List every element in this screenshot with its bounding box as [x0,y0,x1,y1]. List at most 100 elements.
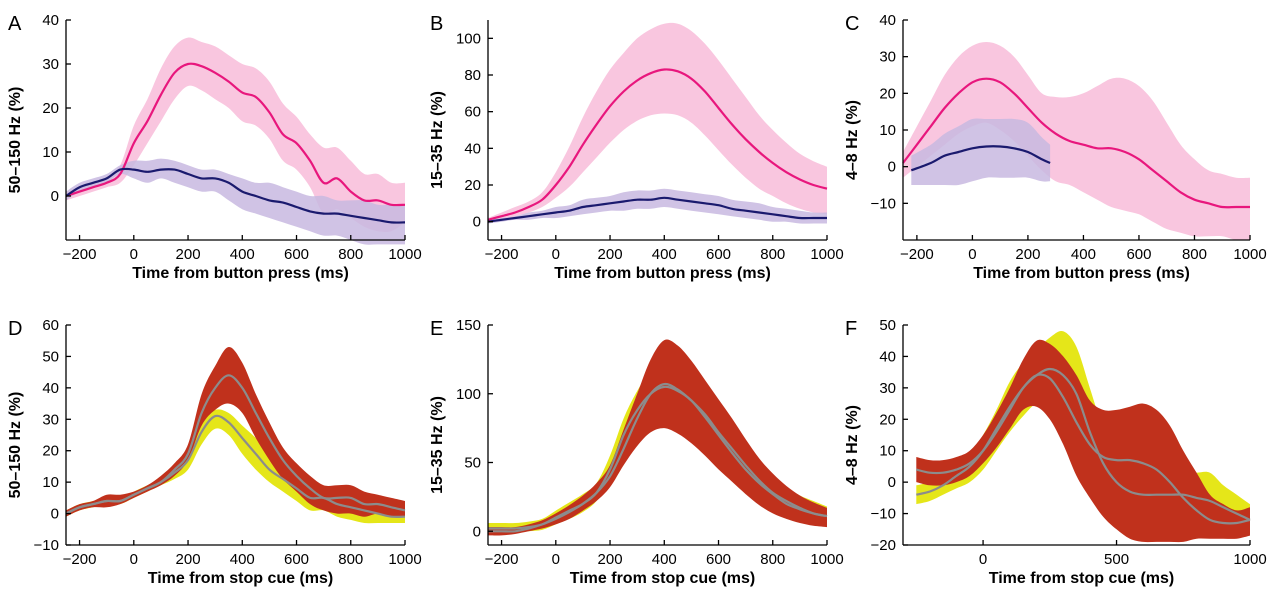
y-axis-label: 4–8 Hz (%) [844,405,861,485]
x-tick-label: 800 [338,246,363,263]
x-tick-label: 200 [598,551,623,568]
line-e-1 [488,382,828,533]
panel-letter: C [845,13,859,35]
x-tick-label: 600 [284,246,309,263]
x-tick-label: 0 [130,551,138,568]
x-tick-label: 200 [176,551,201,568]
panel-letter: F [845,318,857,340]
x-axis-label: Time from button press (ms) [132,265,349,282]
y-tick-label: 40 [879,12,896,29]
y-tick-label: 50 [42,348,59,365]
band-e-1 [488,339,827,536]
x-tick-label: −200 [900,246,934,263]
y-tick-label: 40 [42,12,59,29]
band-a-0 [66,37,405,233]
y-tick-label: 0 [888,159,896,176]
x-tick-label: 400 [230,551,255,568]
x-tick-label: 0 [130,246,138,263]
panel-a: −200 0 200 400 600 800 1000 0 10 20 30 40 Time from … [7,12,422,282]
line-f-1 [916,373,1251,525]
y-axis-label: 4–8 Hz (%) [844,100,861,180]
x-tick-label: 0 [552,551,560,568]
line-c-1 [910,145,1051,172]
y-tick-label: 20 [879,411,896,428]
line-a-0 [65,62,406,207]
panel-letter: A [8,13,22,35]
x-tick-label: 400 [652,246,677,263]
y-tick-label: 50 [879,317,896,334]
y-tick-label: −20 [871,537,896,554]
x-tick-label: 1000 [388,551,421,568]
x-tick-label: 800 [760,551,785,568]
y-tick-label: 20 [879,85,896,102]
y-axis-label: 50–150 Hz (%) [7,87,24,194]
y-tick-label: 20 [42,443,59,460]
x-axis-label: Time from stop cue (ms) [148,570,334,587]
y-tick-label: 60 [464,104,481,121]
x-tick-label: 400 [652,551,677,568]
x-tick-label: −200 [63,246,97,263]
y-tick-label: −10 [871,506,896,523]
line-f-0 [916,367,1251,521]
y-tick-label: 30 [879,49,896,66]
band-f-1 [916,339,1250,543]
y-axis-label: 15–35 Hz (%) [429,396,446,494]
x-tick-label: 600 [284,551,309,568]
line-a-1 [65,167,406,224]
band-a-1 [66,158,405,245]
x-tick-label: −200 [63,551,97,568]
x-tick-label: 600 [706,551,731,568]
y-tick-label: 10 [879,122,896,139]
band-c-1 [911,118,1051,186]
y-tick-label: 20 [42,100,59,117]
y-tick-label: 30 [879,380,896,397]
y-tick-label: 40 [879,348,896,365]
y-tick-label: 40 [42,380,59,397]
band-b-0 [488,22,827,222]
y-tick-label: 150 [456,317,481,334]
panel-letter: E [430,318,443,340]
x-tick-label: 200 [176,246,201,263]
x-tick-label: 400 [230,246,255,263]
line-b-1 [487,196,827,223]
y-tick-label: 0 [51,506,59,523]
line-b-0 [487,68,828,221]
y-tick-label: 0 [51,188,59,205]
line-c-0 [902,77,1250,209]
y-tick-label: −10 [34,537,59,554]
x-tick-label: 600 [1126,246,1151,263]
y-tick-label: 100 [456,386,481,403]
x-tick-label: 1000 [1233,551,1266,568]
y-tick-label: 80 [464,67,481,84]
band-c-0 [903,42,1250,241]
y-tick-label: 30 [42,411,59,428]
panel-c: −200 0 200 400 600 800 1000 −10 0 10 20 30 40 Time fr… [844,12,1267,282]
panel-letter: D [8,318,22,340]
x-axis-label: Time from button press (ms) [973,265,1190,282]
x-tick-label: 0 [552,246,560,263]
y-tick-label: 10 [879,443,896,460]
x-tick-label: 600 [706,246,731,263]
x-tick-label: 800 [338,551,363,568]
x-tick-label: 1000 [1233,246,1266,263]
x-tick-label: 0 [979,551,987,568]
y-tick-label: 20 [464,177,481,194]
x-tick-label: 1000 [388,246,421,263]
x-tick-label: −200 [485,551,519,568]
x-tick-label: 800 [760,246,785,263]
line-d-1 [65,374,406,515]
y-tick-label: 0 [888,474,896,491]
y-tick-label: 0 [473,523,481,540]
x-axis-label: Time from button press (ms) [554,265,771,282]
x-tick-label: 400 [1071,246,1096,263]
x-tick-label: 1000 [810,246,843,263]
x-tick-label: 500 [1104,551,1129,568]
y-tick-label: 50 [464,455,481,472]
x-tick-label: 200 [1015,246,1040,263]
panel-letter: B [430,13,443,35]
x-tick-label: 200 [598,246,623,263]
y-tick-label: −10 [871,195,896,212]
